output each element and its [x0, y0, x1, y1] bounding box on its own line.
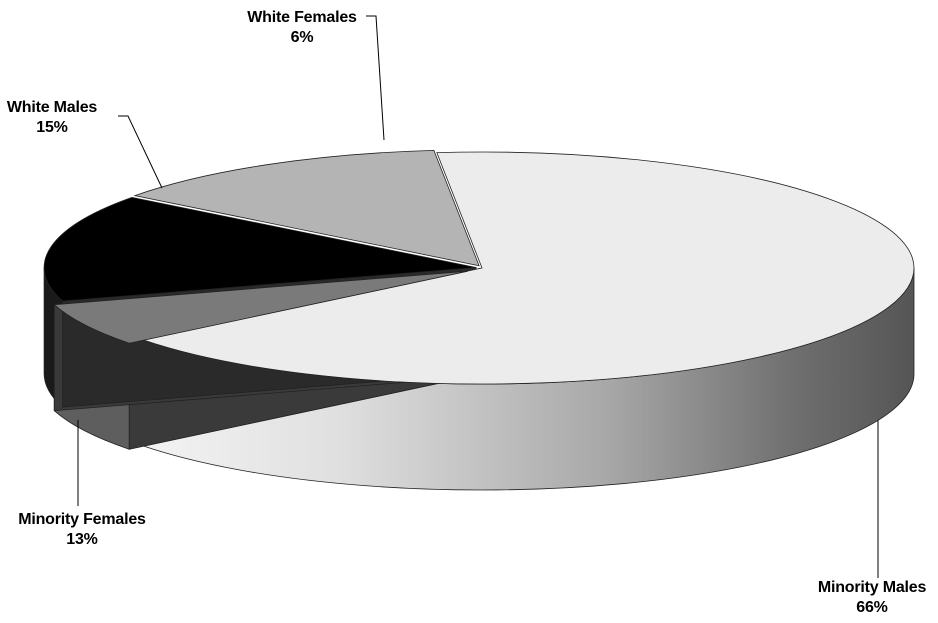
- slice-value-label: 15%: [36, 119, 67, 136]
- pie-tops: [43, 149, 915, 385]
- slice-white-males: [43, 196, 477, 302]
- slice-label: White Males: [7, 99, 98, 116]
- slice-label: White Females: [247, 9, 357, 26]
- slice-value-label: 66%: [856, 599, 887, 616]
- slice-value-label: 13%: [66, 531, 97, 548]
- slice-label: Minority Females: [18, 511, 146, 528]
- slice-white-females: [53, 270, 468, 344]
- slice-value-label: 6%: [291, 29, 314, 46]
- slice-minority-females: [133, 149, 480, 267]
- leader-lines: [77, 15, 879, 578]
- leader-line-1: [366, 15, 385, 141]
- slice-labels: Minority Males 66% White Females 6% White Ma…: [7, 9, 927, 616]
- slice-label: Minority Males: [818, 579, 927, 596]
- slice-minority-males: [141, 151, 915, 385]
- leader-line-2: [118, 115, 163, 189]
